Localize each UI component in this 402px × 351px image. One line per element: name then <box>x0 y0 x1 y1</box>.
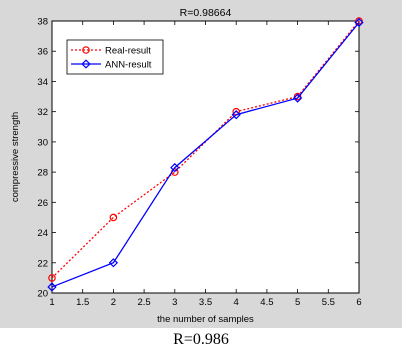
x-tick-label: 1 <box>49 297 54 308</box>
line-chart: R=0.98664 1 1.5 2 2.5 3 3.5 4 4.5 5 5.5 6 20 22 24 26 2… <box>10 7 364 325</box>
legend-box <box>66 39 164 75</box>
x-tick-label: 3.5 <box>199 297 212 308</box>
y-tick-label: 32 <box>37 107 48 118</box>
x-tick-label: 6 <box>356 297 361 308</box>
data-point-ann-result <box>354 17 364 28</box>
x-tick-label: 4.5 <box>260 297 273 308</box>
axis-ticks: 1 1.5 2 2.5 3 3.5 4 4.5 5 5.5 6 20 22 24 26 28 30 32 34 36 3… <box>37 17 361 309</box>
y-tick-label: 24 <box>37 228 48 239</box>
series-line-ann-result <box>51 22 360 288</box>
legend-item-ann-result: ANN-result <box>71 59 152 71</box>
legend: Real-result ANN-result <box>66 39 164 75</box>
x-tick-label: 2 <box>111 297 116 308</box>
legend-item-real-result: Real-result <box>71 46 151 57</box>
series-ann-result <box>47 17 364 292</box>
y-tick-label: 26 <box>37 198 48 209</box>
x-tick-label: 2.5 <box>137 297 150 308</box>
data-point-real-result <box>293 92 302 101</box>
legend-marker <box>81 59 91 69</box>
x-tick-label: 4 <box>234 297 239 308</box>
chart-title: R=0.98664 <box>180 7 232 19</box>
y-tick-label: 22 <box>37 258 48 269</box>
y-tick-label: 20 <box>37 289 48 300</box>
y-tick-label: 30 <box>37 137 48 148</box>
y-tick-label: 34 <box>37 77 48 88</box>
y-tick-label: 38 <box>37 17 48 28</box>
legend-label: Real-result <box>105 46 151 57</box>
data-point-real-result <box>355 17 363 25</box>
x-tick-label: 5 <box>295 297 300 308</box>
data-point-ann-result <box>108 258 119 268</box>
data-point-real-result <box>48 274 56 282</box>
x-tick-label: 1.5 <box>76 297 89 308</box>
x-axis-title: the number of samples <box>157 314 254 325</box>
y-tick-label: 36 <box>37 47 48 58</box>
legend-marker <box>82 46 90 54</box>
x-tick-label: 5.5 <box>322 297 335 308</box>
data-point-ann-result <box>292 93 303 103</box>
data-point-ann-result <box>47 282 57 292</box>
data-point-ann-result <box>170 162 180 173</box>
y-axis-title: compressive strength <box>10 112 21 202</box>
legend-label: ANN-result <box>105 60 152 71</box>
y-tick-label: 28 <box>37 168 48 179</box>
data-point-real-result <box>109 213 118 222</box>
figure-caption: R=0.986 <box>173 331 229 348</box>
data-point-ann-result <box>231 110 241 120</box>
series-layer <box>47 17 364 292</box>
x-tick-label: 3 <box>172 297 177 308</box>
